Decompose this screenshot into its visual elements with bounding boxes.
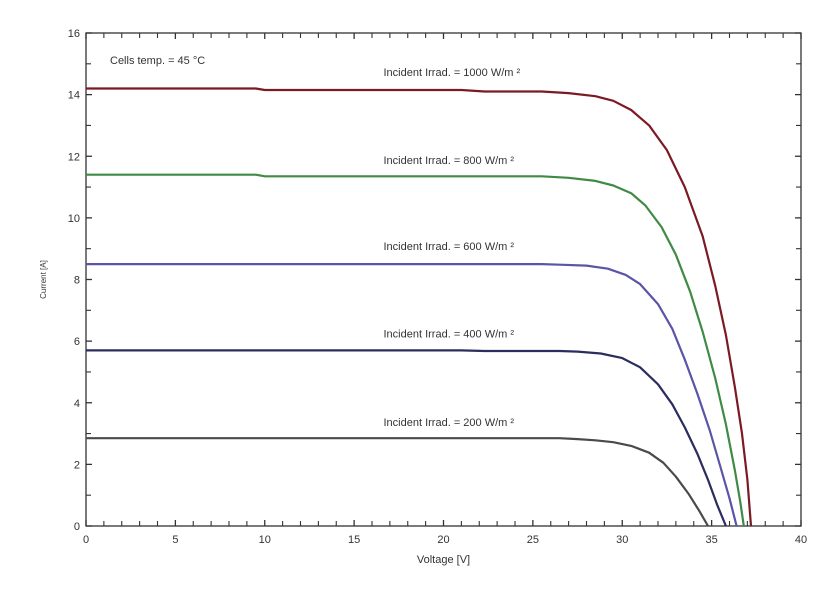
x-tick-label: 5 xyxy=(172,534,178,546)
x-tick-label: 15 xyxy=(348,534,360,546)
x-tick-label: 25 xyxy=(527,534,539,546)
series-line-4 xyxy=(86,349,727,527)
x-tick-label: 20 xyxy=(437,534,449,546)
y-tick-label: 0 xyxy=(74,521,80,533)
axis-ticks: 0 5 10 15 20 25 30 35 40 0 2 4 6 8 10 12 14 16 xyxy=(68,28,807,546)
y-tick-label: 16 xyxy=(68,28,80,40)
series-line-5 xyxy=(86,437,709,527)
series-label-4: Incident Irrad. = 400 W/m ² xyxy=(384,328,515,340)
series-line-1 xyxy=(86,87,753,527)
series-lines xyxy=(86,87,753,527)
series-label-1: Incident Irrad. = 1000 W/m ² xyxy=(384,67,521,79)
x-tick-label: 35 xyxy=(706,534,718,546)
x-tick-label: 40 xyxy=(795,534,807,546)
series-line-2 xyxy=(86,173,745,527)
y-tick-label: 14 xyxy=(68,90,80,102)
series-label-3: Incident Irrad. = 600 W/m ² xyxy=(384,241,515,253)
cells-temp-annotation: Cells temp. = 45 °C xyxy=(110,55,205,67)
x-tick-label: 10 xyxy=(259,534,271,546)
plot-frame xyxy=(85,32,802,527)
x-axis-label: Voltage [V] xyxy=(417,554,470,566)
y-axis-label: Current [A] xyxy=(39,260,48,299)
y-tick-label: 10 xyxy=(68,213,80,225)
y-tick-label: 8 xyxy=(74,275,80,287)
series-line-3 xyxy=(86,263,738,527)
series-label-5: Incident Irrad. = 200 W/m ² xyxy=(384,417,515,429)
y-tick-label: 4 xyxy=(74,398,80,410)
x-tick-label: 30 xyxy=(616,534,628,546)
x-tick-label: 0 xyxy=(83,534,89,546)
series-label-2: Incident Irrad. = 800 W/m ² xyxy=(384,155,515,167)
y-tick-label: 6 xyxy=(74,336,80,348)
plot-border xyxy=(85,32,802,527)
y-tick-label: 12 xyxy=(68,151,80,163)
series-labels: Incident Irrad. = 1000 W/m ² Incident Irr… xyxy=(384,67,521,429)
y-tick-label: 2 xyxy=(74,459,80,471)
